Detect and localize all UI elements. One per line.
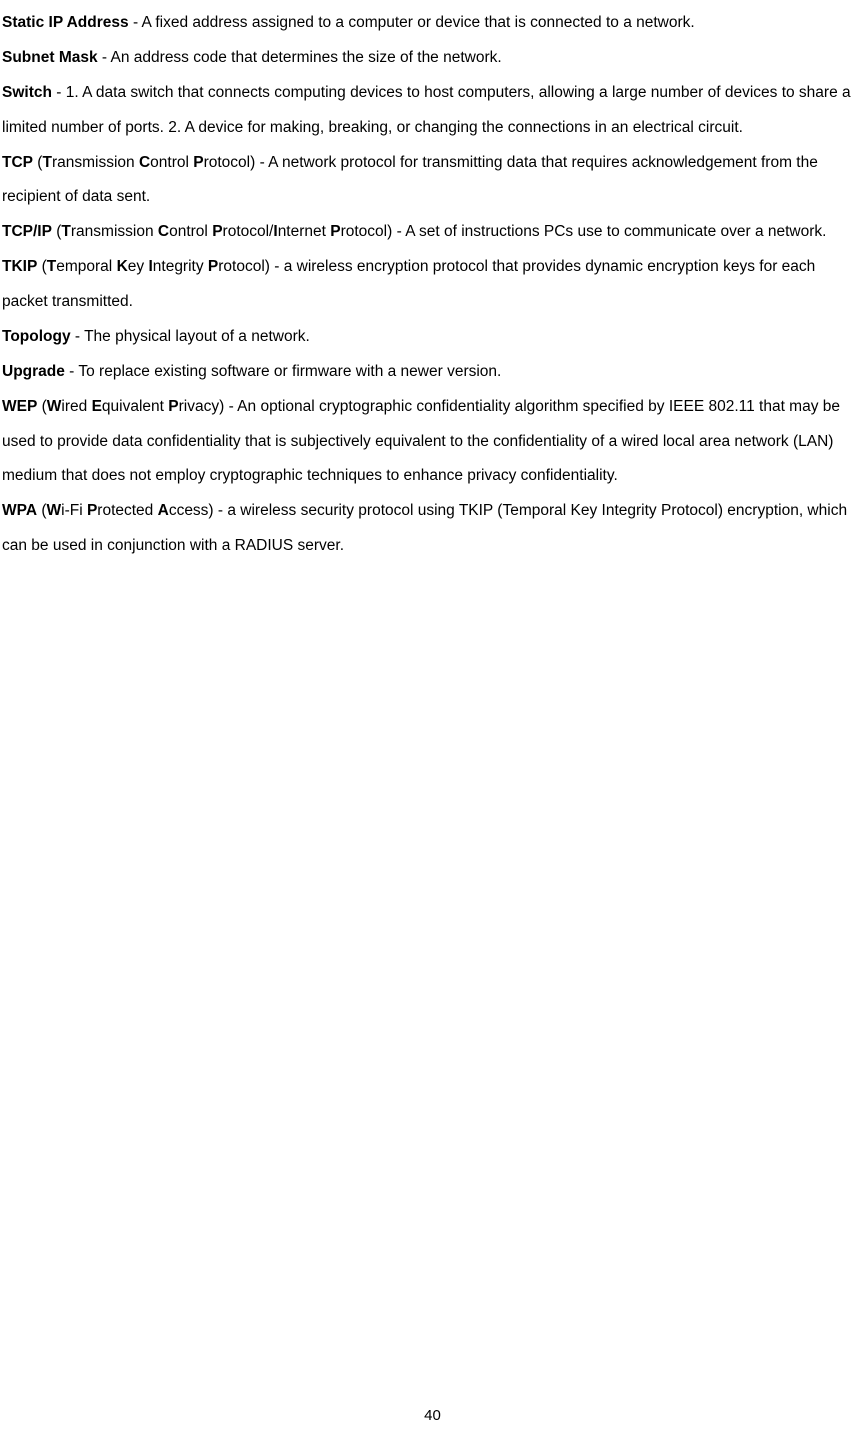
- term-text: P: [208, 258, 218, 275]
- term-text: W: [47, 398, 62, 415]
- term-text: E: [92, 398, 102, 415]
- term-text: TKIP: [2, 258, 37, 275]
- term-text: T: [42, 154, 51, 171]
- term-text: P: [193, 154, 203, 171]
- term-text: WPA: [2, 502, 37, 519]
- definition-text: rotocol) - A set of instructions PCs use…: [341, 223, 827, 240]
- term-text: TCP/IP: [2, 223, 52, 240]
- definition-text: ey: [128, 258, 149, 275]
- glossary-entry: Switch - 1. A data switch that connects …: [2, 76, 863, 146]
- definition-text: quivalent: [102, 398, 168, 415]
- term-text: T: [61, 223, 70, 240]
- definition-text: (: [37, 258, 46, 275]
- definition-text: (: [52, 223, 61, 240]
- definition-text: rotected: [97, 502, 157, 519]
- glossary-page: Static IP Address - A fixed address assi…: [0, 0, 865, 1441]
- definition-text: ransmission: [71, 223, 158, 240]
- term-text: C: [139, 154, 150, 171]
- definition-text: - The physical layout of a network.: [71, 328, 310, 345]
- term-text: T: [47, 258, 56, 275]
- glossary-entry: Topology - The physical layout of a netw…: [2, 320, 863, 355]
- definition-text: ransmission: [52, 154, 139, 171]
- definition-text: ntegrity: [153, 258, 208, 275]
- term-text: P: [212, 223, 222, 240]
- glossary-entries: Static IP Address - A fixed address assi…: [2, 6, 863, 564]
- glossary-entry: WEP (Wired Equivalent Privacy) - An opti…: [2, 390, 863, 495]
- term-text: P: [168, 398, 178, 415]
- definition-text: ired: [61, 398, 91, 415]
- term-text: P: [330, 223, 340, 240]
- page-number: 40: [0, 1408, 865, 1423]
- definition-text: ontrol: [169, 223, 212, 240]
- definition-text: - 1. A data switch that connects computi…: [2, 84, 851, 136]
- definition-text: - To replace existing software or firmwa…: [65, 363, 501, 380]
- term-text: W: [46, 502, 61, 519]
- glossary-entry: Upgrade - To replace existing software o…: [2, 355, 863, 390]
- term-text: WEP: [2, 398, 37, 415]
- definition-text: i-Fi: [61, 502, 87, 519]
- definition-text: - An address code that determines the si…: [98, 49, 502, 66]
- glossary-entry: TCP (Transmission Control Protocol) - A …: [2, 146, 863, 216]
- term-text: Static IP Address: [2, 14, 129, 31]
- term-text: P: [87, 502, 97, 519]
- term-text: Subnet Mask: [2, 49, 98, 66]
- glossary-entry: WPA (Wi-Fi Protected Access) - a wireles…: [2, 494, 863, 564]
- definition-text: ontrol: [150, 154, 193, 171]
- glossary-entry: Subnet Mask - An address code that deter…: [2, 41, 863, 76]
- definition-text: nternet: [278, 223, 331, 240]
- term-text: TCP: [2, 154, 33, 171]
- definition-text: rotocol/: [223, 223, 274, 240]
- term-text: Switch: [2, 84, 52, 101]
- term-text: K: [117, 258, 128, 275]
- term-text: C: [158, 223, 169, 240]
- term-text: Upgrade: [2, 363, 65, 380]
- term-text: A: [158, 502, 169, 519]
- glossary-entry: TKIP (Temporal Key Integrity Protocol) -…: [2, 250, 863, 320]
- definition-text: emporal: [56, 258, 116, 275]
- glossary-entry: Static IP Address - A fixed address assi…: [2, 6, 863, 41]
- glossary-entry: TCP/IP (Transmission Control Protocol/In…: [2, 215, 863, 250]
- definition-text: - A fixed address assigned to a computer…: [129, 14, 695, 31]
- term-text: Topology: [2, 328, 71, 345]
- definition-text: (: [37, 398, 46, 415]
